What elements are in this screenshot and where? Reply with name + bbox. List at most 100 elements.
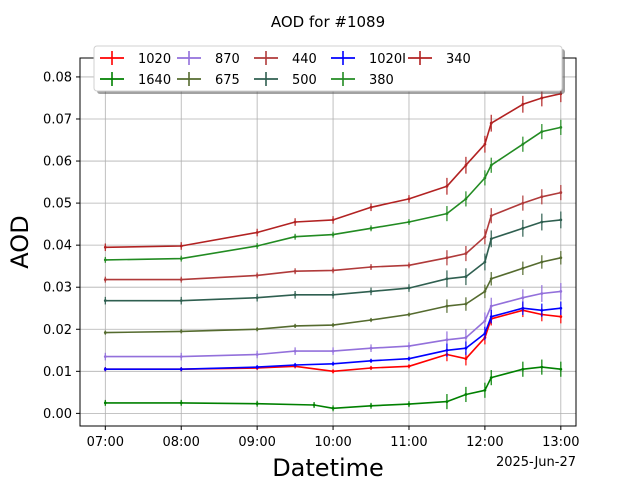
data-point <box>464 163 468 167</box>
series-380 <box>103 119 563 263</box>
data-point <box>331 369 335 373</box>
legend: 1020 1640 870 675 440 500 1020I 380 340 <box>93 45 565 94</box>
data-point <box>255 365 259 369</box>
data-point <box>103 367 107 371</box>
data-point <box>179 329 183 333</box>
data-point <box>255 231 259 234</box>
series-line-1020I <box>105 307 561 371</box>
data-point <box>369 265 373 269</box>
series-440 <box>103 185 563 283</box>
x-tick-label: 10:00 <box>314 435 351 450</box>
data-point <box>407 220 411 224</box>
y-tick-label: 0.07 <box>43 112 72 127</box>
data-point <box>464 252 468 255</box>
data-point <box>540 96 544 100</box>
data-point <box>293 324 297 328</box>
legend-item-675: 675 <box>177 72 240 88</box>
data-point <box>103 245 107 249</box>
data-point <box>489 315 493 319</box>
legend-item-1640: 1640 <box>100 72 171 88</box>
data-point <box>521 226 525 230</box>
data-point <box>521 367 525 371</box>
data-point <box>255 244 259 248</box>
data-point <box>331 362 335 366</box>
data-point <box>464 302 468 306</box>
data-point <box>464 197 468 201</box>
legend-label: 1020 <box>138 52 171 67</box>
data-point <box>559 367 563 371</box>
data-point <box>369 205 373 209</box>
data-point <box>483 332 487 335</box>
data-point <box>407 263 411 267</box>
data-point <box>103 355 107 359</box>
data-point <box>483 290 487 293</box>
legend-box <box>93 45 563 92</box>
data-point <box>369 366 373 370</box>
legend-label: 675 <box>215 73 240 88</box>
legend-item-500: 500 <box>254 72 317 88</box>
chart-title: AOD for #1089 <box>271 13 385 31</box>
data-point <box>255 353 259 356</box>
data-point <box>521 201 525 205</box>
y-tick-label: 0.00 <box>43 407 72 422</box>
data-point <box>445 256 449 260</box>
y-axis-label: AOD <box>6 215 34 268</box>
data-point <box>521 306 525 310</box>
data-point <box>331 218 335 222</box>
data-point <box>445 184 449 188</box>
x-tick-label: 13:00 <box>542 435 579 450</box>
legend-label: 1640 <box>138 73 171 88</box>
data-point <box>540 365 544 369</box>
y-tick-label: 0.08 <box>43 70 72 85</box>
series-line-440 <box>105 191 561 281</box>
series-layer <box>103 85 563 412</box>
series-line-1640 <box>105 366 561 410</box>
data-point <box>312 403 316 407</box>
y-tick-label: 0.06 <box>43 155 72 170</box>
data-point <box>540 195 544 199</box>
data-point <box>407 344 411 348</box>
data-point <box>293 269 297 273</box>
x-tick-label: 08:00 <box>162 435 199 450</box>
data-point <box>179 401 183 405</box>
series-line-675 <box>105 257 561 334</box>
legend-item-1020: 1020 <box>100 51 171 67</box>
data-point <box>483 235 487 239</box>
data-point <box>559 290 563 293</box>
data-point <box>445 400 449 404</box>
data-point <box>489 376 493 380</box>
data-point <box>255 274 259 277</box>
series-line-380 <box>105 126 561 261</box>
data-point <box>489 237 493 241</box>
data-point <box>103 331 107 335</box>
data-point <box>179 244 183 248</box>
data-point <box>369 318 373 322</box>
data-point <box>407 364 411 368</box>
data-point <box>407 197 411 201</box>
legend-item-870: 870 <box>177 51 240 67</box>
data-point <box>464 275 468 279</box>
x-tick-label: 11:00 <box>390 435 427 450</box>
data-point <box>489 121 493 125</box>
data-point <box>331 323 335 327</box>
legend-label: 1020I <box>369 52 406 67</box>
data-point <box>489 277 493 281</box>
data-point <box>331 293 335 297</box>
series-line-870 <box>105 290 561 358</box>
legend-label: 340 <box>446 52 471 67</box>
data-point <box>540 308 544 312</box>
data-point <box>521 142 525 146</box>
x-tick-label: 07:00 <box>87 435 124 450</box>
data-point <box>559 256 563 260</box>
data-point <box>559 191 563 194</box>
data-point <box>331 268 335 272</box>
x-tick-label: 12:00 <box>466 435 503 450</box>
data-point <box>483 176 487 180</box>
series-1640 <box>103 359 563 412</box>
data-point <box>331 349 335 353</box>
data-point <box>540 260 544 264</box>
data-point <box>464 346 468 350</box>
y-tick-label: 0.04 <box>43 239 72 254</box>
data-point <box>464 393 468 396</box>
